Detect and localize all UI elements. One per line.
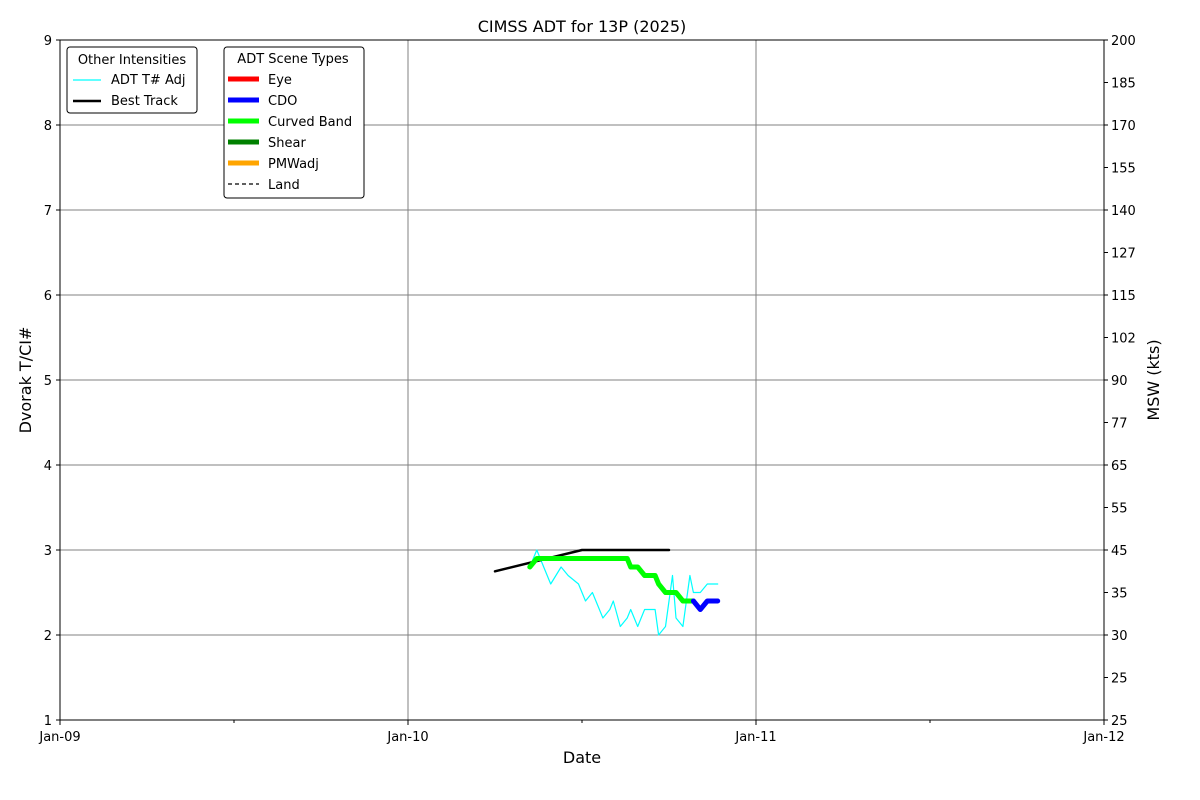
legend-label: Best Track	[111, 94, 178, 109]
legend-label: Land	[268, 178, 300, 193]
y-right-tick-label: 90	[1111, 374, 1128, 389]
y-tick-label: 4	[44, 459, 52, 474]
series-line-adt-t-adj	[529, 549, 719, 636]
x-tick-label: Jan-09	[38, 730, 80, 745]
x-tick-label: Jan-12	[1082, 730, 1124, 745]
y-right-tick-label: 30	[1111, 629, 1128, 644]
x-tick-label: Jan-11	[734, 730, 776, 745]
y-right-tick-label: 25	[1111, 672, 1128, 687]
y-tick-label: 2	[44, 629, 52, 644]
y-tick-label: 7	[44, 204, 52, 219]
legend-label: Curved Band	[268, 115, 352, 130]
y-right-tick-label: 127	[1111, 247, 1136, 262]
series-line-curved-band	[527, 556, 696, 604]
y-ticks-left: 1 2 3 4 5 6 7 8 9	[44, 34, 60, 729]
y-right-tick-label: 102	[1111, 332, 1136, 347]
series-line-cdo	[690, 598, 721, 612]
legend-scene-types: ADT Scene Types Eye CDO Curved Band Shea…	[223, 46, 365, 199]
y-tick-label: 5	[44, 374, 52, 389]
y-tick-label: 6	[44, 289, 52, 304]
y-tick-label: 1	[44, 714, 52, 729]
y-right-tick-label: 45	[1111, 544, 1128, 559]
y-right-tick-label: 55	[1111, 502, 1128, 517]
y-tick-label: 3	[44, 544, 52, 559]
y-right-tick-label: 65	[1111, 459, 1128, 474]
y-axis-label-left: Dvorak T/CI#	[16, 327, 35, 434]
legend-label: Eye	[268, 73, 292, 88]
x-tick-label: Jan-10	[386, 730, 428, 745]
series-layer	[493, 548, 721, 636]
series-line-best-track	[493, 548, 671, 573]
y-right-tick-label: 35	[1111, 587, 1128, 602]
legend-other-intensities: Other Intensities ADT T# Adj Best Track	[66, 46, 198, 114]
y-axis-label-right: MSW (kts)	[1144, 339, 1163, 420]
y-right-tick-label: 25	[1111, 714, 1128, 729]
y-right-tick-label: 170	[1111, 119, 1136, 134]
y-right-tick-label: 185	[1111, 77, 1136, 92]
x-axis-label: Date	[563, 748, 601, 767]
legend-label: CDO	[268, 94, 297, 109]
grid-lines	[60, 40, 1104, 720]
x-ticks: Jan-09 Jan-10 Jan-11 Jan-12	[38, 720, 1125, 745]
legend-title: ADT Scene Types	[237, 52, 349, 67]
chart-title: CIMSS ADT for 13P (2025)	[478, 17, 687, 36]
y-right-tick-label: 200	[1111, 34, 1136, 49]
legend-label: Shear	[268, 136, 306, 151]
y-right-tick-label: 155	[1111, 162, 1136, 177]
legend-title: Other Intensities	[78, 53, 187, 68]
y-tick-label: 9	[44, 34, 52, 49]
y-tick-label: 8	[44, 119, 52, 134]
legend-label: ADT T# Adj	[111, 73, 185, 88]
y-ticks-right: 25 25 30 35 45 55 65 77 90 102 115 127 140 155 170 185 2…	[1104, 34, 1136, 729]
y-right-tick-label: 140	[1111, 204, 1136, 219]
y-right-tick-label: 115	[1111, 289, 1136, 304]
legend-label: PMWadj	[268, 157, 319, 172]
y-right-tick-label: 77	[1111, 417, 1128, 432]
